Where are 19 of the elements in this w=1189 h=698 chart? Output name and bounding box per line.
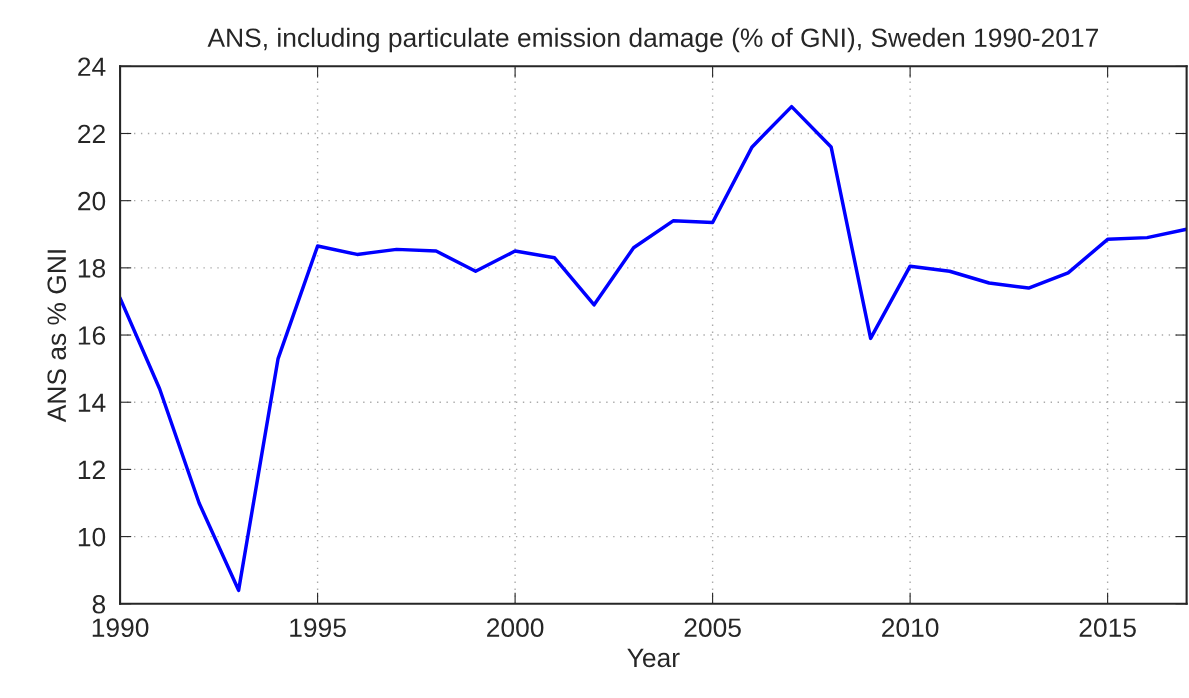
y-tick-label: 24	[78, 57, 106, 76]
y-tick-label: 18	[78, 258, 106, 278]
y-tick-label: 22	[78, 124, 105, 144]
chart-title: ANS, including particulate emission damage (% of GNI), Sweden 1990-2017	[207, 27, 1098, 53]
y-tick-label: 8	[92, 594, 106, 614]
y-tick-label: 12	[78, 460, 105, 479]
x-axis-title: Year	[627, 648, 680, 668]
x-tick-label: 2010	[882, 618, 939, 638]
y-tick-label: 20	[78, 191, 106, 211]
x-tick-label: 2015	[1079, 618, 1136, 638]
x-tick-label: 1995	[290, 618, 346, 638]
x-tick-label: 1990	[92, 618, 149, 638]
y-axis-title: ANS as % GNI	[47, 250, 67, 423]
x-tick-label: 2005	[684, 618, 741, 638]
y-tick-label: 10	[78, 527, 106, 547]
line-series	[120, 104, 1187, 593]
x-tick-label: 2000	[487, 618, 544, 638]
y-tick-label: 14	[78, 393, 106, 412]
y-tick-label: 16	[78, 326, 106, 345]
